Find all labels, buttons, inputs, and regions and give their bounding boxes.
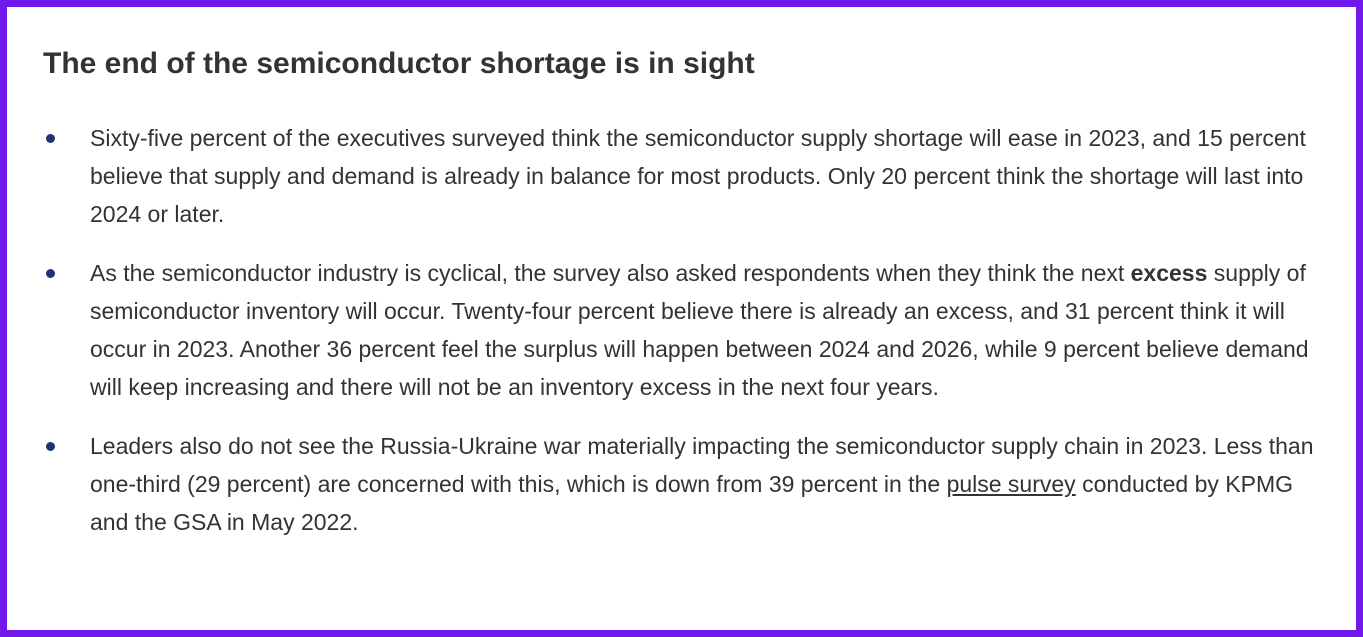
survey-link[interactable]: pulse survey — [946, 471, 1076, 497]
bullet-text: As the semiconductor industry is cyclica… — [90, 260, 1131, 286]
bullet-dot — [46, 269, 55, 278]
bullet-dot — [46, 442, 55, 451]
bullet-dot — [46, 134, 55, 143]
bullet-text: conducted by KPMG and the GSA in May 202… — [90, 471, 1294, 535]
bullet-list: Sixty-five percent of the executives sur… — [46, 119, 1318, 562]
bullet-item: Leaders also do not see the Russia-Ukrai… — [46, 427, 1318, 541]
section-title: The end of the semiconductor shortage is… — [43, 47, 755, 80]
bold-text: excess — [1130, 260, 1208, 286]
bullet-text: Sixty-five percent of the executives sur… — [90, 125, 1306, 227]
bullet-text: Leaders also do not see the Russia-Ukrai… — [90, 433, 1314, 497]
bullet-text: supply of semiconductor inventory will o… — [90, 260, 1309, 400]
bullet-item: Sixty-five percent of the executives sur… — [46, 119, 1318, 233]
bullet-item: As the semiconductor industry is cyclica… — [46, 254, 1318, 406]
